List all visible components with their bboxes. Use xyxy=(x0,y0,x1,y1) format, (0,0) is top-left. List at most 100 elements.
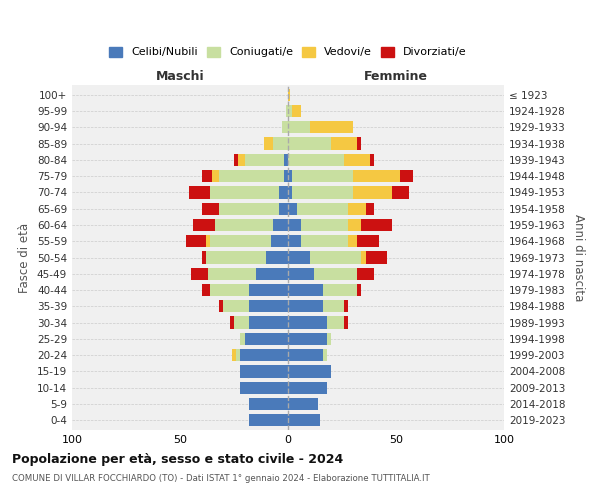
Bar xyxy=(323,284,357,296)
Bar xyxy=(241,366,288,378)
Bar xyxy=(288,349,323,361)
Bar xyxy=(344,300,349,312)
Bar xyxy=(301,235,349,248)
Bar xyxy=(296,202,349,215)
Bar xyxy=(370,154,374,166)
Bar xyxy=(249,284,288,296)
Bar xyxy=(344,316,349,328)
Bar xyxy=(219,202,280,215)
Bar xyxy=(280,202,288,215)
Bar xyxy=(191,268,208,280)
Bar xyxy=(236,349,241,361)
Bar xyxy=(357,284,361,296)
Bar xyxy=(357,268,374,280)
Bar xyxy=(286,105,288,117)
Bar xyxy=(288,235,301,248)
Text: COMUNE DI VILLAR FOCCHIARDO (TO) - Dati ISTAT 1° gennaio 2024 - Elaborazione TUT: COMUNE DI VILLAR FOCCHIARDO (TO) - Dati … xyxy=(12,474,430,483)
Bar xyxy=(292,170,353,182)
Bar xyxy=(245,333,288,345)
Bar xyxy=(349,219,361,231)
Bar xyxy=(288,268,314,280)
Bar xyxy=(366,252,388,264)
Bar xyxy=(202,202,219,215)
Bar xyxy=(288,414,320,426)
Bar xyxy=(344,154,370,166)
Bar xyxy=(349,202,366,215)
Bar xyxy=(301,219,349,231)
Bar xyxy=(215,219,273,231)
Bar xyxy=(202,252,206,264)
Bar xyxy=(284,154,288,166)
Bar xyxy=(234,154,238,166)
Bar xyxy=(230,316,234,328)
Bar xyxy=(323,300,344,312)
Bar xyxy=(273,138,288,149)
Bar xyxy=(232,349,236,361)
Bar xyxy=(188,186,210,198)
Bar xyxy=(288,316,327,328)
Bar xyxy=(292,186,353,198)
Bar xyxy=(284,170,288,182)
Bar xyxy=(288,300,323,312)
Y-axis label: Anni di nascita: Anni di nascita xyxy=(572,214,585,301)
Bar xyxy=(288,170,292,182)
Bar xyxy=(288,105,292,117)
Bar xyxy=(219,170,284,182)
Bar xyxy=(264,138,273,149)
Bar xyxy=(238,154,245,166)
Bar xyxy=(349,235,357,248)
Bar xyxy=(288,219,301,231)
Bar xyxy=(256,268,288,280)
Bar xyxy=(206,252,266,264)
Bar xyxy=(241,382,288,394)
Bar xyxy=(288,366,331,378)
Bar xyxy=(212,170,219,182)
Bar xyxy=(281,121,288,134)
Bar xyxy=(400,170,413,182)
Bar xyxy=(288,121,310,134)
Bar xyxy=(288,154,344,166)
Text: Popolazione per età, sesso e stato civile - 2024: Popolazione per età, sesso e stato civil… xyxy=(12,452,343,466)
Bar xyxy=(361,252,366,264)
Bar xyxy=(323,349,327,361)
Bar xyxy=(245,154,284,166)
Bar xyxy=(187,235,206,248)
Bar xyxy=(288,202,296,215)
Bar xyxy=(266,252,288,264)
Bar xyxy=(249,398,288,410)
Legend: Celibi/Nubili, Coniugati/e, Vedovi/e, Divorziati/e: Celibi/Nubili, Coniugati/e, Vedovi/e, Di… xyxy=(105,42,471,62)
Y-axis label: Fasce di età: Fasce di età xyxy=(19,222,31,292)
Bar xyxy=(210,235,271,248)
Bar xyxy=(223,300,249,312)
Bar xyxy=(273,219,288,231)
Bar xyxy=(310,252,361,264)
Bar xyxy=(288,138,331,149)
Bar xyxy=(249,300,288,312)
Bar xyxy=(353,186,392,198)
Bar xyxy=(366,202,374,215)
Bar xyxy=(288,252,310,264)
Bar xyxy=(241,349,288,361)
Bar xyxy=(288,398,318,410)
Bar xyxy=(234,316,249,328)
Bar xyxy=(357,235,379,248)
Text: Maschi: Maschi xyxy=(155,70,205,84)
Bar xyxy=(241,333,245,345)
Bar xyxy=(249,414,288,426)
Bar xyxy=(280,186,288,198)
Bar xyxy=(392,186,409,198)
Bar xyxy=(288,333,327,345)
Bar xyxy=(310,121,353,134)
Bar xyxy=(288,284,323,296)
Bar xyxy=(288,382,327,394)
Bar xyxy=(288,88,290,101)
Bar xyxy=(327,316,344,328)
Bar xyxy=(249,316,288,328)
Bar xyxy=(288,186,292,198)
Bar xyxy=(202,284,210,296)
Bar xyxy=(219,300,223,312)
Bar xyxy=(292,105,301,117)
Bar xyxy=(208,268,256,280)
Bar xyxy=(210,186,280,198)
Bar xyxy=(206,235,210,248)
